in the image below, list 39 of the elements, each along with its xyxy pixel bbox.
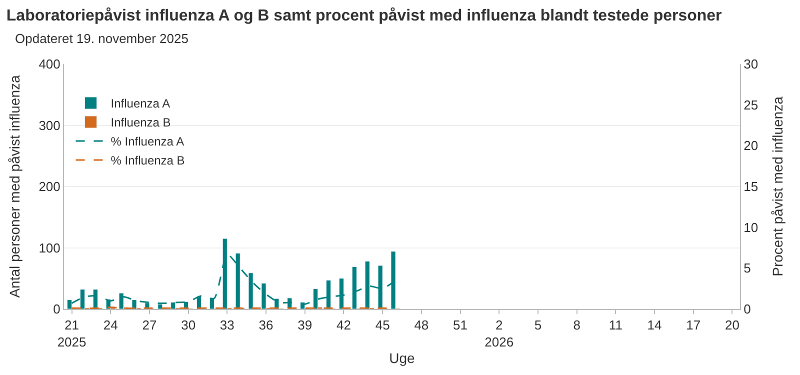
legend-label: Influenza A (110, 96, 170, 111)
chart-subtitle: Opdateret 19. november 2025 (15, 31, 188, 46)
x-axis-title: Uge (389, 350, 416, 366)
y2-tick-label: 20 (744, 138, 758, 154)
x-tick-label: 20 (724, 318, 740, 333)
y-tick-label: 300 (38, 118, 60, 133)
legend-label: % Influenza A (110, 134, 184, 149)
y2-axis-title: Procent påvist med influenza (769, 96, 786, 276)
legend-label: % Influenza B (110, 154, 185, 168)
y2-tick-label: 0 (744, 302, 751, 317)
x-tick-label: 14 (647, 318, 662, 333)
y2-tick-label: 30 (744, 56, 758, 72)
y2-tick-label: 15 (744, 179, 758, 194)
x-tick-label: 48 (414, 318, 429, 333)
x-tick-label: 36 (258, 318, 274, 333)
x-tick-label: 51 (453, 318, 468, 333)
y2-tick-label: 10 (744, 220, 758, 235)
y-tick-label: 100 (38, 240, 60, 256)
x-tick-label: 42 (336, 318, 351, 333)
x-tick-label: 5 (534, 318, 542, 333)
x-tick-label: 8 (573, 318, 580, 333)
x-tick-label: 24 (103, 318, 118, 333)
x-tick-label: 27 (142, 318, 157, 333)
y-tick-label: 400 (38, 56, 60, 72)
x-tick-label: 21 2025 (57, 318, 86, 350)
y-tick-label: 200 (38, 179, 60, 194)
legend-label: Influenza B (110, 116, 171, 130)
y2-tick-label: 5 (744, 260, 751, 276)
x-tick-label: 30 (181, 318, 196, 333)
y-tick-label: 0 (53, 302, 60, 317)
y-axis-title: Antal personer med påvist influenza (6, 75, 22, 298)
x-tick-label: 45 (375, 318, 390, 333)
x-tick-label: 11 (608, 318, 622, 333)
x-tick-label: 2 2026 (484, 318, 514, 350)
x-tick-label: 33 (220, 318, 234, 333)
x-tick-label: 17 (686, 318, 701, 333)
x-tick-label: 39 (298, 318, 312, 333)
y2-tick-label: 25 (744, 97, 758, 112)
chart-title: Laboratoriepåvist influenza A og B samt procent påvist med influenza blandt testede personer (6, 6, 722, 25)
